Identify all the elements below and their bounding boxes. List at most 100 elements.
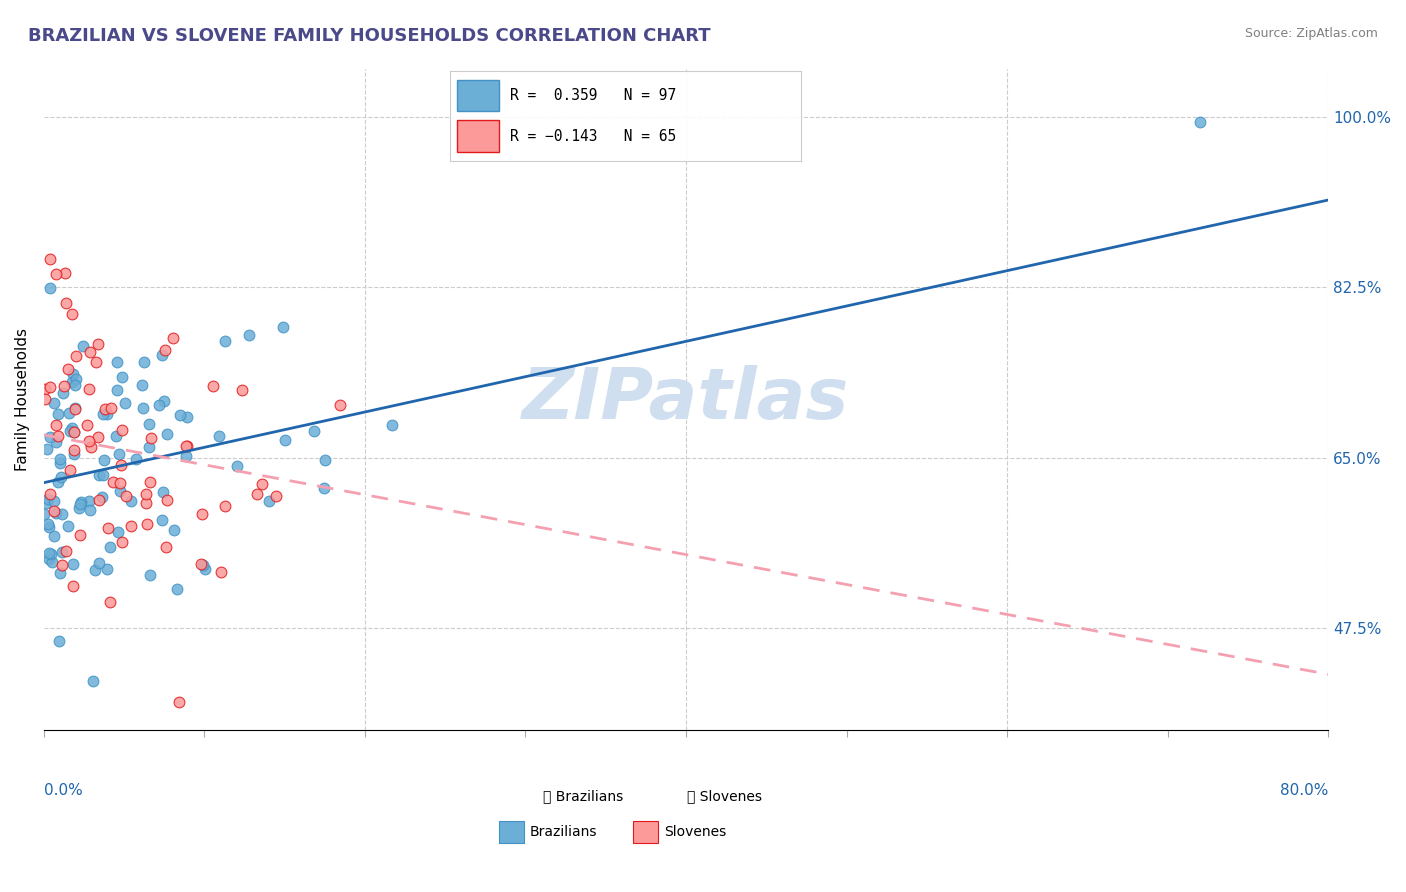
Point [37, 517, 59, 532]
Point [51, 545, 73, 559]
Point [87, 492, 110, 507]
Text: BRAZILIAN VS SLOVENE FAMILY HOUSEHOLDS CORRELATION CHART: BRAZILIAN VS SLOVENE FAMILY HOUSEHOLDS C… [28, 27, 711, 45]
Point [58, 362, 80, 376]
Point [90, 490, 112, 504]
Point [51, 558, 73, 573]
Point [34, 382, 56, 396]
Point [62, 425, 84, 440]
Point [246, 487, 269, 501]
Point [104, 429, 127, 443]
Point [51, 507, 73, 521]
Point [59, 463, 82, 477]
Point [108, 447, 131, 461]
Point [156, 426, 179, 441]
Point [48, 633, 70, 648]
FancyBboxPatch shape [457, 120, 499, 152]
Point [45, 435, 67, 450]
Text: Source: ZipAtlas.com: Source: ZipAtlas.com [1244, 27, 1378, 40]
Point [39, 281, 62, 295]
Point [39, 380, 62, 394]
Point [162, 331, 184, 345]
Point [194, 562, 217, 576]
Text: Brazilians: Brazilians [530, 825, 598, 839]
Point [193, 558, 215, 572]
Point [304, 424, 326, 438]
Point [148, 398, 170, 412]
Point [39, 487, 62, 501]
Point [174, 438, 197, 452]
Point [46, 429, 69, 443]
Point [69, 527, 91, 541]
Point [49, 451, 72, 466]
Point [98, 540, 121, 554]
Point [62, 307, 84, 321]
Point [34, 496, 56, 510]
Point [56, 519, 79, 533]
Point [135, 487, 157, 501]
Point [34, 392, 56, 406]
Point [45, 417, 67, 432]
Point [42, 504, 65, 518]
Point [84, 564, 107, 578]
Point [139, 475, 162, 489]
Point [110, 458, 132, 472]
Point [190, 557, 212, 571]
Point [231, 383, 253, 397]
Point [65, 401, 87, 416]
Text: ⬜ Slovenes: ⬜ Slovenes [688, 789, 762, 804]
Point [214, 499, 236, 513]
Point [37, 491, 59, 506]
Text: R =  0.359   N = 97: R = 0.359 N = 97 [510, 88, 676, 103]
Point [169, 408, 191, 422]
Point [79, 503, 101, 517]
Point [87, 467, 110, 482]
Point [135, 516, 157, 531]
Text: ZIPatlas: ZIPatlas [522, 365, 849, 434]
Point [176, 439, 198, 453]
Point [42, 493, 65, 508]
Point [58, 406, 80, 420]
Point [96, 407, 118, 421]
Point [111, 370, 134, 384]
Point [131, 377, 153, 392]
Point [46, 475, 69, 490]
Point [167, 696, 190, 710]
Text: R = −0.143   N = 65: R = −0.143 N = 65 [510, 129, 676, 144]
Point [271, 319, 294, 334]
Point [115, 489, 138, 503]
Point [100, 595, 122, 609]
Point [69, 494, 91, 508]
Point [111, 423, 134, 437]
Y-axis label: Family Households: Family Households [15, 327, 30, 471]
Point [44, 529, 66, 543]
Point [77, 382, 100, 396]
Point [96, 561, 118, 575]
Point [49, 456, 72, 470]
Point [45, 506, 67, 520]
Point [138, 567, 160, 582]
Point [82, 674, 104, 689]
Point [101, 475, 124, 489]
Text: Slovenes: Slovenes [664, 825, 725, 839]
Point [252, 477, 274, 491]
Point [79, 494, 101, 508]
Point [69, 497, 91, 511]
Point [150, 349, 173, 363]
Point [49, 566, 72, 580]
Point [114, 396, 136, 410]
Point [55, 295, 77, 310]
Point [52, 385, 75, 400]
Point [174, 449, 197, 463]
Point [257, 494, 280, 508]
Point [41, 555, 63, 569]
Point [51, 470, 73, 484]
Point [79, 344, 101, 359]
Point [39, 430, 62, 444]
Point [155, 343, 177, 358]
Point [108, 483, 131, 498]
Point [46, 407, 69, 421]
Point [110, 475, 132, 490]
Point [107, 525, 129, 540]
Point [238, 328, 260, 343]
Point [59, 424, 82, 438]
